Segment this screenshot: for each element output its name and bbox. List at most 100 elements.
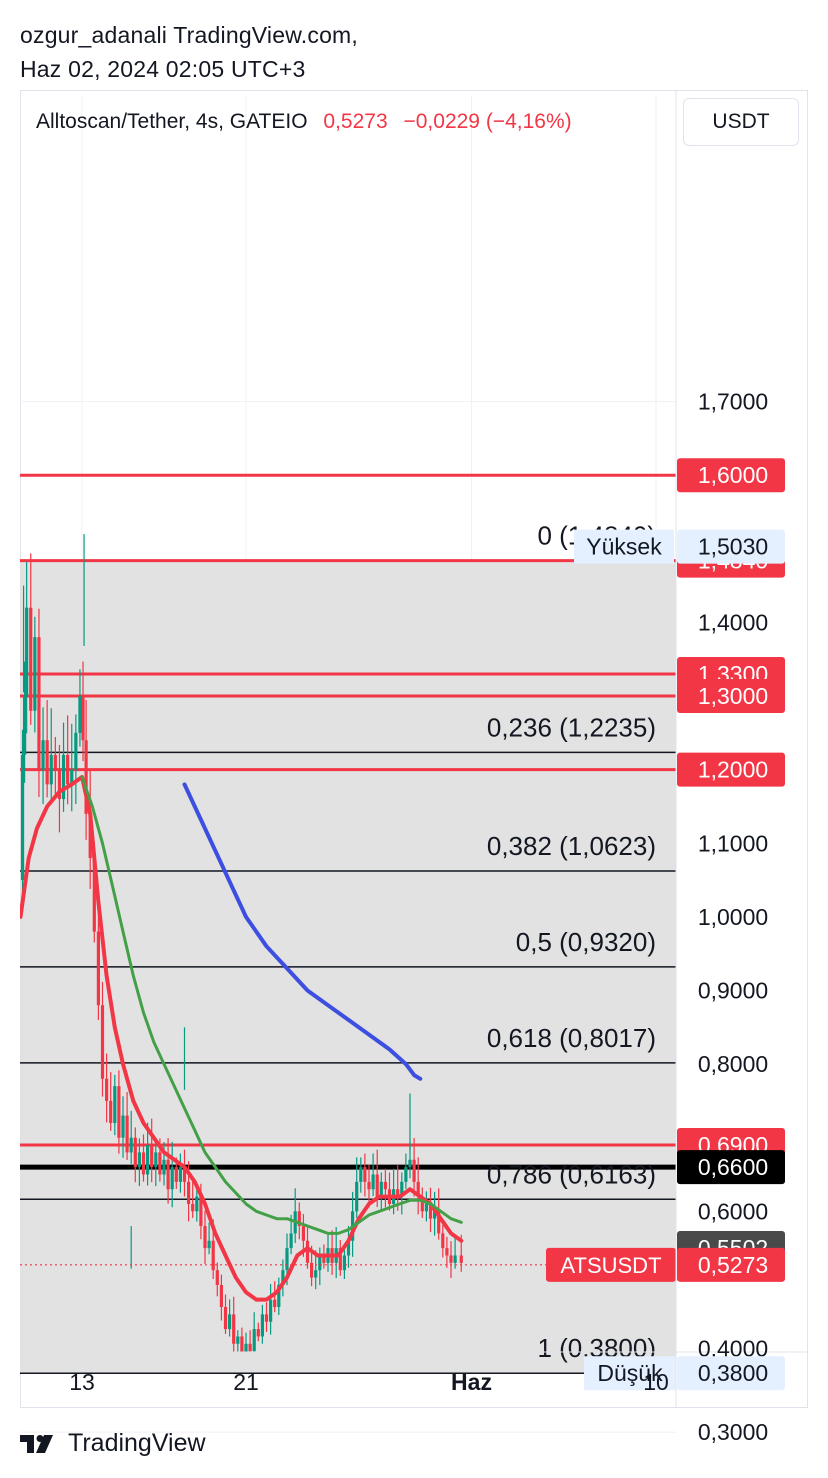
y-tick-label: 0,3000	[698, 1419, 768, 1445]
candle-body	[383, 1181, 387, 1190]
candle-body	[166, 1159, 170, 1190]
ma-line-green	[80, 775, 463, 1235]
candle-body	[322, 1255, 326, 1263]
y-tick-label: 1,7000	[698, 389, 768, 415]
candle-body	[109, 1100, 113, 1123]
candle-body	[269, 1299, 273, 1322]
current-price-tag: 0,5273	[698, 1252, 768, 1278]
x-tick-label: 21	[233, 1369, 259, 1395]
high-label: Yüksek	[586, 534, 662, 560]
candle-body	[121, 1115, 125, 1138]
candle-body	[117, 1086, 121, 1138]
candle-body	[105, 1078, 109, 1101]
candle-body	[74, 732, 78, 770]
candle-body	[252, 1329, 256, 1352]
low-value-tag-bg	[677, 1356, 785, 1391]
high-value-tag-bg	[677, 529, 785, 564]
brand-name: TradingView	[68, 1428, 206, 1457]
current-price-tag-bg	[677, 1247, 785, 1282]
candle-body	[404, 1167, 408, 1182]
candle-body	[408, 1159, 412, 1168]
candles	[20, 534, 464, 1352]
plot-area	[20, 96, 676, 1433]
candle-body	[53, 754, 57, 770]
candle-body	[367, 1181, 371, 1190]
candle-body	[78, 696, 82, 733]
candle-body	[264, 1314, 269, 1322]
candle-body	[301, 1226, 305, 1241]
candle-body	[363, 1167, 367, 1182]
candle-body	[228, 1314, 232, 1330]
x-tick-label: 13	[69, 1369, 95, 1395]
tradingview-logo-icon	[20, 1435, 53, 1453]
candle-body	[146, 1145, 150, 1175]
candle-body	[81, 696, 85, 741]
level-tag-4-bg	[677, 752, 785, 787]
candle-body	[355, 1181, 359, 1212]
low-label: Düşük	[597, 1360, 663, 1386]
candle-body	[219, 1284, 223, 1307]
candle-body	[379, 1181, 383, 1197]
candle-body	[240, 1336, 244, 1352]
fib-label-5: 0,786 (0,6163)	[487, 1159, 656, 1189]
candle-body	[223, 1306, 228, 1330]
candle-body	[96, 931, 100, 1006]
candle-body	[191, 1203, 195, 1212]
candle-body	[244, 1343, 248, 1352]
candle-body	[49, 754, 53, 785]
level-tag-3-bg	[677, 679, 785, 714]
candle-body	[174, 1167, 178, 1182]
candle-body	[289, 1233, 293, 1249]
candle-body	[424, 1203, 428, 1212]
date-line: Haz 02, 2024 02:05 UTC+3	[20, 56, 306, 82]
level-tag-0: 1,6000	[698, 462, 768, 488]
symbol-name: Alltoscan/Tether, 4s, GATEIO	[36, 110, 308, 133]
candle-body	[375, 1174, 379, 1197]
candle-body	[277, 1284, 281, 1307]
candle-body	[187, 1181, 191, 1204]
candle-body	[129, 1137, 133, 1153]
candle-body	[449, 1255, 453, 1263]
symbol-tag-bg	[546, 1247, 676, 1282]
high-label-bg	[574, 529, 674, 564]
y-tick-label: 0,8000	[698, 1051, 768, 1077]
candle-body	[182, 1167, 187, 1182]
candle-body	[84, 740, 88, 814]
currency-button[interactable]: USDT	[683, 98, 799, 146]
ma-line-blue	[182, 782, 423, 1081]
candle-body	[256, 1329, 260, 1337]
candle-body	[433, 1211, 437, 1219]
y-tick-label: 1,1000	[698, 830, 768, 856]
candle-body	[195, 1196, 199, 1212]
candle-body	[70, 769, 74, 785]
candle-body	[203, 1226, 207, 1249]
candle-body	[416, 1181, 420, 1197]
candle-body	[158, 1152, 162, 1175]
candle-body	[305, 1240, 310, 1263]
symbol-legend: Alltoscan/Tether, 4s, GATEIO 0,5273 −0,0…	[36, 110, 572, 134]
candle-body	[236, 1336, 240, 1344]
candle-body	[420, 1196, 424, 1212]
candle-body	[412, 1159, 416, 1182]
candle-body	[57, 769, 62, 800]
fib-label-4: 0,618 (0,8017)	[487, 1023, 656, 1053]
candle-body	[61, 754, 66, 800]
symbol-tag: ATSUSDT	[560, 1253, 661, 1278]
candle-body	[310, 1262, 314, 1278]
candle-body	[141, 1152, 146, 1175]
candle-body	[33, 637, 37, 711]
candle-body	[125, 1115, 129, 1153]
candle-body	[92, 857, 96, 932]
candle-body	[20, 754, 25, 881]
x-tick-label: Haz	[451, 1369, 492, 1395]
candle-body	[342, 1255, 346, 1271]
candle-body	[100, 1005, 105, 1079]
candle-body	[260, 1314, 264, 1337]
candle-body	[396, 1189, 400, 1197]
fib-label-1: 0,236 (1,2235)	[487, 712, 656, 742]
candle-body	[445, 1248, 449, 1256]
candle-body	[346, 1240, 351, 1256]
candle-body	[45, 740, 49, 785]
tradingview-logo[interactable]: TradingView	[20, 1428, 206, 1458]
